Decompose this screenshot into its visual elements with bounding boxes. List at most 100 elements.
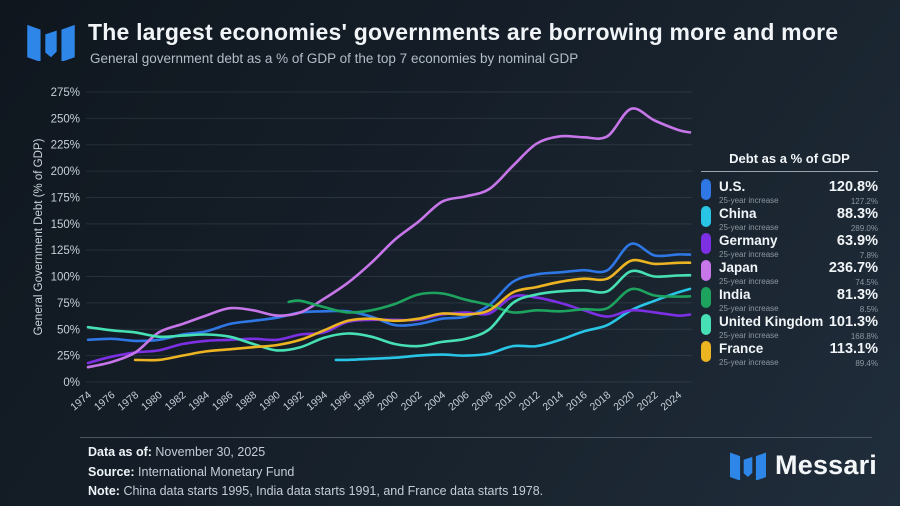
y-tick-label: 250% <box>51 113 80 125</box>
legend-increase-label: 25-year increase <box>719 303 779 313</box>
x-tick-label: 1978 <box>116 389 142 413</box>
brand-wordmark: Messari <box>775 450 877 480</box>
x-tick-label: 2022 <box>635 389 661 413</box>
legend-increase-value: 127.2% <box>850 196 878 206</box>
y-tick-label: 125% <box>51 245 80 257</box>
y-tick-label: 0% <box>63 377 80 389</box>
legend-label-block: Germany 25-year increase <box>719 233 837 258</box>
logo-right-bar <box>755 452 767 480</box>
y-tick-label: 25% <box>57 351 80 363</box>
legend-current-value: 236.7% <box>828 260 878 276</box>
series-line-france <box>133 258 692 362</box>
legend-increase-value: 168.8% <box>850 331 878 341</box>
x-tick-label: 2008 <box>470 389 496 413</box>
y-axis-title: General Government Debt (% of GDP) <box>33 138 45 335</box>
logo-left-bar <box>27 24 41 61</box>
china-swatch-icon <box>701 206 711 227</box>
legend-increase-value: 74.5% <box>855 277 878 287</box>
y-tick-label: 200% <box>51 166 80 178</box>
y-tick-label: 225% <box>51 140 80 152</box>
x-tick-label: 1986 <box>210 389 236 413</box>
legend-label-block: India 25-year increase <box>719 287 837 312</box>
legend-row-united-kingdom: United Kingdom 25-year increase 101.3% 168.… <box>701 314 878 340</box>
legend-increase-label: 25-year increase <box>719 249 779 259</box>
legend-series-name: France <box>719 341 764 356</box>
legend-increase-label: 25-year increase <box>719 357 779 367</box>
legend-increase-value: 7.8% <box>859 250 878 260</box>
legend-increase-label: 25-year increase <box>719 195 779 205</box>
brand-lockup: Messari <box>730 450 877 481</box>
legend-row-u-s: U.S. 25-year increase 120.8% 127.2% <box>701 179 878 205</box>
x-tick-label: 1974 <box>68 389 94 413</box>
x-tick-label: 1996 <box>328 389 354 413</box>
note-label: Note: <box>88 484 120 498</box>
legend-rows: U.S. 25-year increase 120.8% 127.2% China 25-… <box>701 179 878 367</box>
logo-left-bar <box>730 452 741 480</box>
legend-increase-label: 25-year increase <box>719 222 779 232</box>
source-label: Source: <box>88 464 135 479</box>
legend-label-block: Japan 25-year increase <box>719 260 829 285</box>
legend-increase-value: 289.0% <box>850 223 878 233</box>
source-line: Source: International Monetary Fund <box>88 463 543 483</box>
x-tick-label: 2012 <box>517 389 543 413</box>
legend-current-value: 120.8% <box>828 179 878 195</box>
x-tick-label: 2006 <box>446 389 472 413</box>
data-as-of-label: Data as of: <box>88 445 152 459</box>
legend-increase-label: 25-year increase <box>719 276 779 286</box>
legend-series-name: Germany <box>719 233 778 248</box>
data-as-of-line: Data as of: November 30, 2025 <box>88 443 543 463</box>
series-line-united-kingdom <box>86 269 692 352</box>
legend-label-block: France 25-year increase <box>719 341 830 366</box>
legend-value-block: 101.3% 168.8% <box>828 314 878 340</box>
note-line: Note: China data starts 1995, India data… <box>88 482 543 502</box>
legend-value-block: 88.3% 289.0% <box>837 206 878 232</box>
x-tick-label: 1988 <box>234 389 260 413</box>
x-tick-label: 1994 <box>304 389 330 413</box>
legend-row-india: India 25-year increase 81.3% 8.5% <box>701 287 878 313</box>
logo-middle-bar <box>743 456 753 478</box>
x-tick-label: 2000 <box>375 389 401 413</box>
x-tick-label: 2014 <box>540 389 566 413</box>
footer-metadata: Data as of: November 30, 2025 Source: In… <box>88 443 543 502</box>
legend-label-block: United Kingdom 25-year increase <box>719 314 829 339</box>
source-value: International Monetary Fund <box>138 464 295 479</box>
india-swatch-icon <box>701 287 711 308</box>
legend-row-germany: Germany 25-year increase 63.9% 7.8% <box>701 233 878 259</box>
page-subtitle: General government debt as a % of GDP of… <box>90 51 579 66</box>
messari-logo-icon <box>27 24 75 61</box>
legend-value-block: 236.7% 74.5% <box>828 260 878 286</box>
u-s-swatch-icon <box>701 179 711 200</box>
legend-row-china: China 25-year increase 88.3% 289.0% <box>701 206 878 232</box>
x-tick-label: 1976 <box>92 389 118 413</box>
series-line-india <box>287 287 692 314</box>
legend-value-block: 113.1% 89.4% <box>830 341 878 367</box>
x-tick-label: 2010 <box>493 389 519 413</box>
y-tick-label: 50% <box>57 324 80 336</box>
legend-current-value: 81.3% <box>836 287 878 303</box>
legend-title: Debt as a % of GDP <box>701 151 878 172</box>
logo-right-bar <box>61 24 75 61</box>
logo-middle-bar <box>45 30 57 58</box>
x-tick-label: 2002 <box>399 389 425 413</box>
messari-logo-icon <box>730 452 767 480</box>
y-tick-label: 100% <box>51 272 80 284</box>
legend-series-name: U.S. <box>719 179 746 194</box>
x-tick-label: 1982 <box>163 389 189 413</box>
legend-current-value: 63.9% <box>836 233 878 249</box>
legend-panel: Debt as a % of GDP U.S. 25-year increase 1… <box>701 151 878 368</box>
united-kingdom-swatch-icon <box>701 314 711 335</box>
legend-increase-value: 89.4% <box>855 358 878 368</box>
x-tick-label: 2004 <box>422 389 448 413</box>
legend-value-block: 120.8% 127.2% <box>828 179 878 205</box>
legend-current-value: 101.3% <box>828 314 878 330</box>
y-tick-label: 75% <box>57 298 80 310</box>
footer-divider <box>80 437 872 438</box>
legend-row-france: France 25-year increase 113.1% 89.4% <box>701 341 878 367</box>
legend-series-name: United Kingdom <box>719 314 824 329</box>
data-as-of-value: November 30, 2025 <box>155 445 266 459</box>
france-swatch-icon <box>701 341 711 362</box>
x-tick-label: 1992 <box>281 389 307 413</box>
series-line-u-s <box>86 242 692 343</box>
note-value: China data starts 1995, India data start… <box>123 484 544 498</box>
